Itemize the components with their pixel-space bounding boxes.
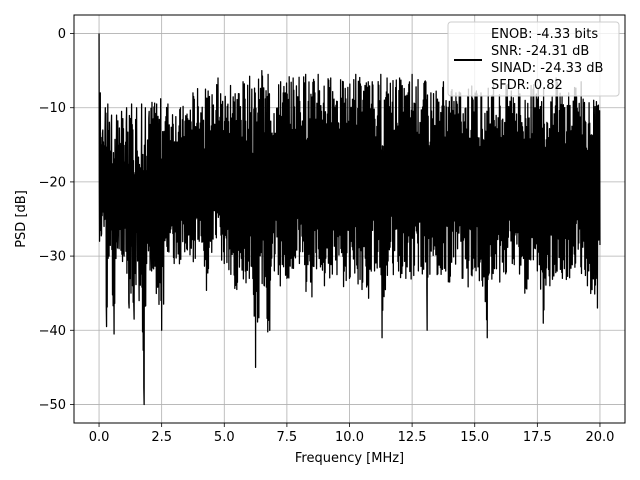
x-tick-label: 0.0 xyxy=(89,430,110,445)
legend-entry-sinad: SINAD: -24.33 dB xyxy=(491,61,603,76)
y-tick-label: −10 xyxy=(39,101,66,116)
legend-entry-sfdr: SFDR: 0.82 xyxy=(491,78,563,93)
x-tick-label: 2.5 xyxy=(151,430,172,445)
legend-entry-enob: ENOB: -4.33 bits xyxy=(491,27,598,42)
x-axis-label: Frequency [MHz] xyxy=(295,451,404,466)
y-axis-label: PSD [dB] xyxy=(14,190,29,248)
x-tick-label: 7.5 xyxy=(277,430,298,445)
x-tick-label: 15.0 xyxy=(460,430,489,445)
legend-box xyxy=(447,21,620,97)
x-tick-label: 12.5 xyxy=(398,430,427,445)
y-ticks: 0 −10 −20 −30 −40 −50 xyxy=(39,27,74,413)
y-tick-label: −40 xyxy=(39,324,66,339)
legend-entry-snr: SNR: -24.31 dB xyxy=(491,44,589,59)
legend: ENOB: -4.33 bits SNR: -24.31 dB SINAD: -… xyxy=(447,21,620,97)
y-tick-label: 0 xyxy=(58,27,66,42)
psd-trace-line xyxy=(98,33,601,406)
x-tick-label: 5.0 xyxy=(214,430,235,445)
x-ticks: 0.0 2.5 5.0 7.5 10.0 12.5 15.0 17.5 20.0 xyxy=(89,423,614,445)
x-tick-label: 20.0 xyxy=(585,430,614,445)
y-tick-label: −20 xyxy=(39,175,66,190)
y-tick-label: −30 xyxy=(39,250,66,265)
y-tick-label: −50 xyxy=(39,398,66,413)
psd-series xyxy=(98,33,601,406)
x-tick-label: 10.0 xyxy=(335,430,364,445)
x-tick-label: 17.5 xyxy=(523,430,552,445)
